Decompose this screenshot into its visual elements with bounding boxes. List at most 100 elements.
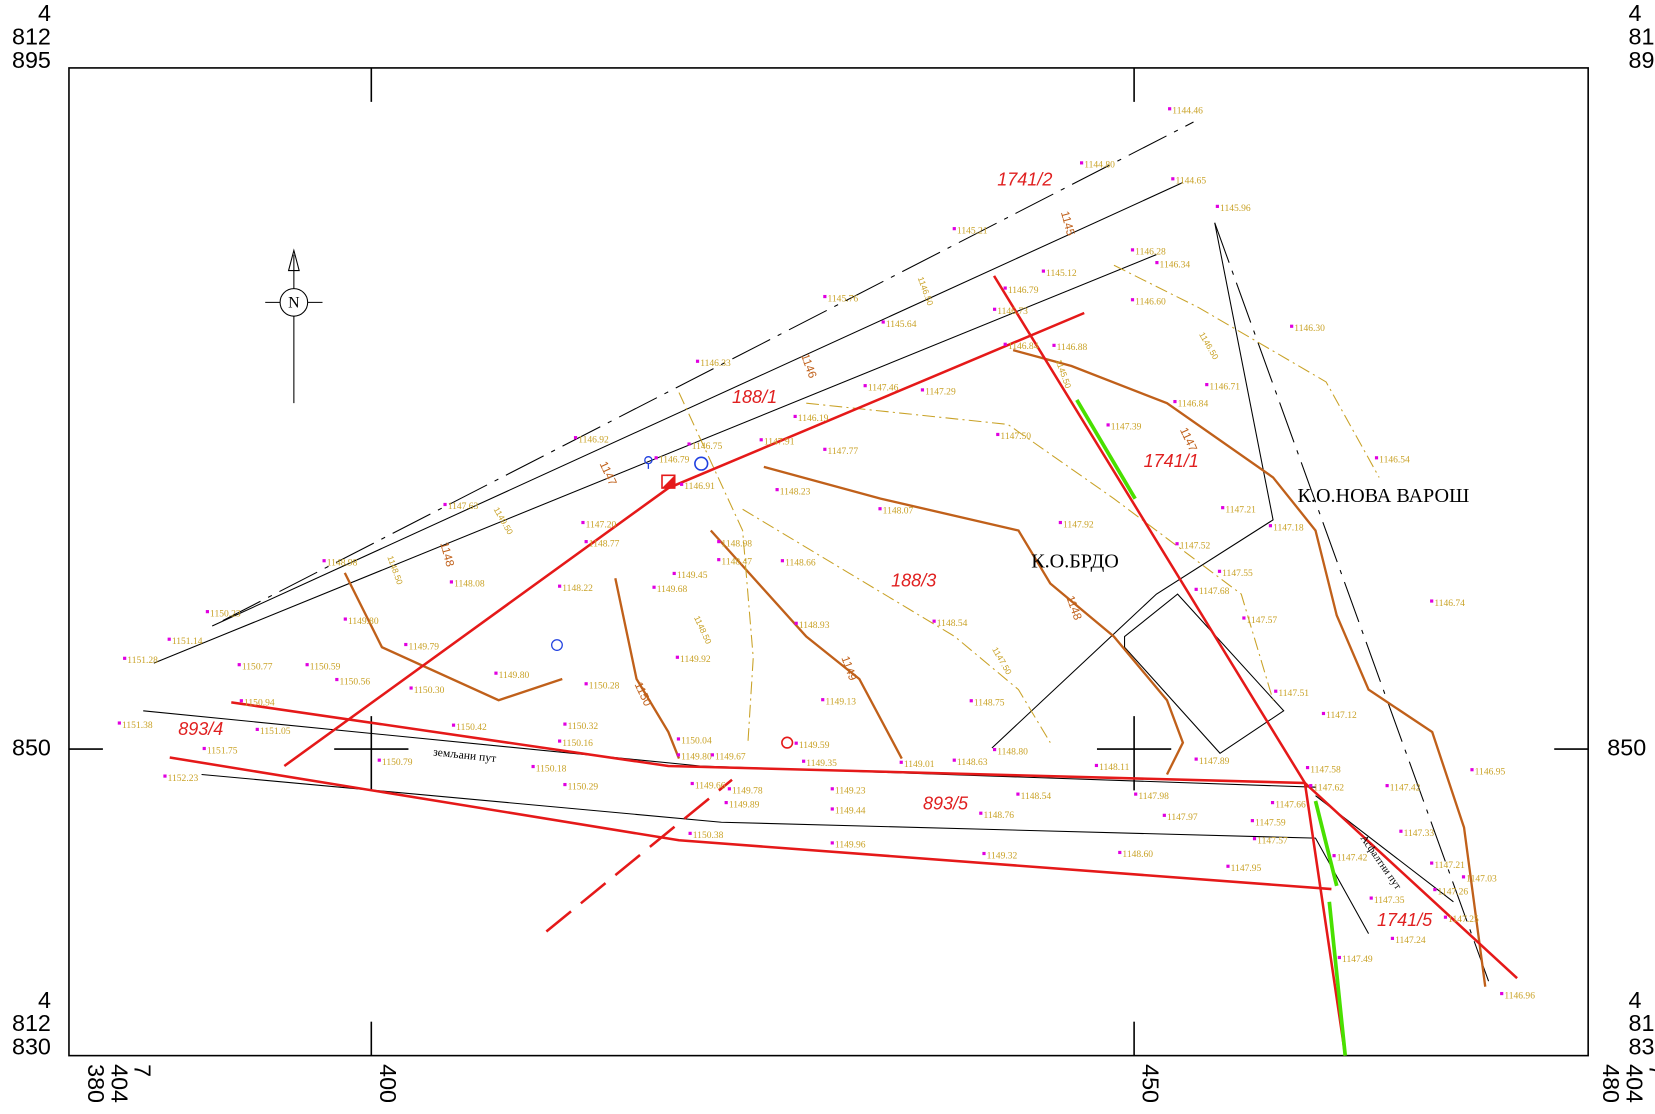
- spot-marker: [1162, 813, 1166, 817]
- spot-height: 1147.42: [1337, 852, 1368, 863]
- spot-marker: [1252, 837, 1257, 841]
- spot-height: 1150.16: [562, 738, 593, 749]
- coord-label: 895: [1628, 47, 1655, 73]
- coord-label: 812: [12, 24, 51, 50]
- spot-height: 1150.56: [339, 676, 370, 687]
- spot-height: 1147.91: [764, 437, 795, 448]
- spot-height: 1146.19: [798, 413, 829, 424]
- spot-marker: [563, 722, 567, 726]
- spot-marker: [584, 540, 588, 544]
- spot-marker: [863, 384, 867, 388]
- spot-height: 1145.12: [1046, 268, 1077, 279]
- half-contour-label: 1147.50: [990, 645, 1014, 676]
- spot-marker: [676, 753, 681, 757]
- spot-height: 1147.24: [1395, 935, 1426, 946]
- spot-marker: [377, 758, 381, 762]
- spot-height: 1150.77: [242, 661, 273, 672]
- spot-height: 1149.89: [729, 799, 760, 810]
- spot-height: 1149.67: [715, 752, 746, 763]
- spot-marker: [1205, 383, 1209, 387]
- spot-height: 1147.35: [1374, 895, 1405, 906]
- spot-marker: [982, 851, 986, 856]
- spot-marker: [794, 621, 798, 625]
- spot-marker: [794, 741, 798, 745]
- spot-height: 1145.64: [886, 319, 917, 330]
- spot-marker: [205, 610, 209, 614]
- spot-height: 1151.14: [172, 636, 203, 647]
- spot-marker: [1385, 784, 1389, 788]
- spot-height: 1146.74: [1434, 598, 1465, 609]
- spot-height: 1150.18: [536, 763, 567, 774]
- frame: [68, 67, 1589, 1057]
- coord-label: 812: [1628, 24, 1655, 50]
- north-arrow: N: [265, 248, 323, 404]
- spot-height: 1147.21: [1225, 504, 1256, 515]
- contour-label: 1145: [1058, 210, 1077, 238]
- spot-height: 1149.23: [835, 786, 866, 797]
- spot-height: 1151.28: [127, 655, 158, 666]
- spot-marker: [802, 759, 806, 763]
- spot-height: 1147.92: [1063, 519, 1094, 530]
- coord-label: 404: [106, 1064, 132, 1103]
- spot-height: 1146.75: [692, 441, 723, 452]
- spot-marker: [1321, 711, 1326, 716]
- spot-marker: [1215, 204, 1219, 208]
- spot-marker: [202, 746, 206, 751]
- spot-marker: [558, 739, 562, 743]
- spot-height: 1146.84: [1178, 398, 1209, 409]
- spot-height: 1145.76: [828, 293, 859, 304]
- parcel-label: 893/4: [178, 719, 223, 739]
- coord-label: 7: [130, 1064, 156, 1077]
- spot-marker: [563, 782, 567, 787]
- spot-height: 1147.62: [1313, 782, 1344, 793]
- spot-marker: [449, 580, 454, 584]
- spot-marker: [584, 682, 588, 686]
- spot-marker: [1226, 864, 1230, 868]
- spot-marker: [932, 619, 936, 623]
- spot-height: 1150.79: [382, 757, 413, 768]
- spot-marker: [1390, 936, 1395, 940]
- spot-height: 1149.13: [825, 696, 856, 707]
- spot-marker: [993, 307, 997, 311]
- spot-height: 1148.54: [937, 618, 968, 629]
- spot-height: 1147.33: [1404, 828, 1435, 839]
- spot-marker: [558, 584, 562, 588]
- half-contour-label: 1148.50: [385, 554, 405, 586]
- spot-height: 1146.54: [1379, 455, 1410, 466]
- spot-marker: [1173, 399, 1177, 404]
- spot-height: 1148.66: [785, 557, 816, 568]
- coord-label: 380: [83, 1064, 109, 1103]
- spot-height: 1148.77: [589, 538, 620, 549]
- half-contours: [678, 264, 1380, 743]
- spot-marker: [1003, 286, 1007, 290]
- spot-height: 1147.12: [1326, 710, 1357, 721]
- spot-marker: [1500, 991, 1504, 996]
- spot-marker: [1242, 616, 1246, 620]
- spot-marker: [690, 781, 694, 786]
- spot-marker: [775, 488, 779, 492]
- spot-marker: [239, 699, 243, 703]
- spot-height: 1149.68: [657, 584, 688, 595]
- region-label: К.О.НОВА ВАРОШ: [1297, 485, 1469, 507]
- north-label: N: [288, 295, 300, 312]
- spot-height: 1147.50: [1000, 431, 1031, 442]
- spot-height: 1144.80: [1084, 160, 1115, 171]
- spot-height: 1147.21: [1434, 860, 1465, 871]
- parcel-label: 188/1: [732, 387, 777, 407]
- spot-height: 1145.21: [957, 225, 988, 236]
- spot-height: 1146.79: [1008, 285, 1039, 296]
- parcel-label: 1741/2: [997, 170, 1052, 190]
- spot-marker: [1309, 784, 1313, 788]
- coord-label: 4: [1628, 987, 1641, 1013]
- spot-marker: [676, 737, 681, 741]
- spot-marker: [993, 747, 997, 752]
- spot-height: 1149.44: [835, 806, 866, 817]
- coord-label: 404: [1621, 1064, 1647, 1103]
- half-contour-label: 1148.50: [692, 614, 714, 646]
- road-label: земљани пут: [433, 745, 497, 765]
- spot-marker: [717, 540, 721, 544]
- spot-marker: [531, 764, 535, 769]
- spot-height: 1147.49: [1342, 954, 1373, 965]
- spot-height: 1147.29: [925, 387, 956, 398]
- coord-label: 4: [38, 987, 51, 1013]
